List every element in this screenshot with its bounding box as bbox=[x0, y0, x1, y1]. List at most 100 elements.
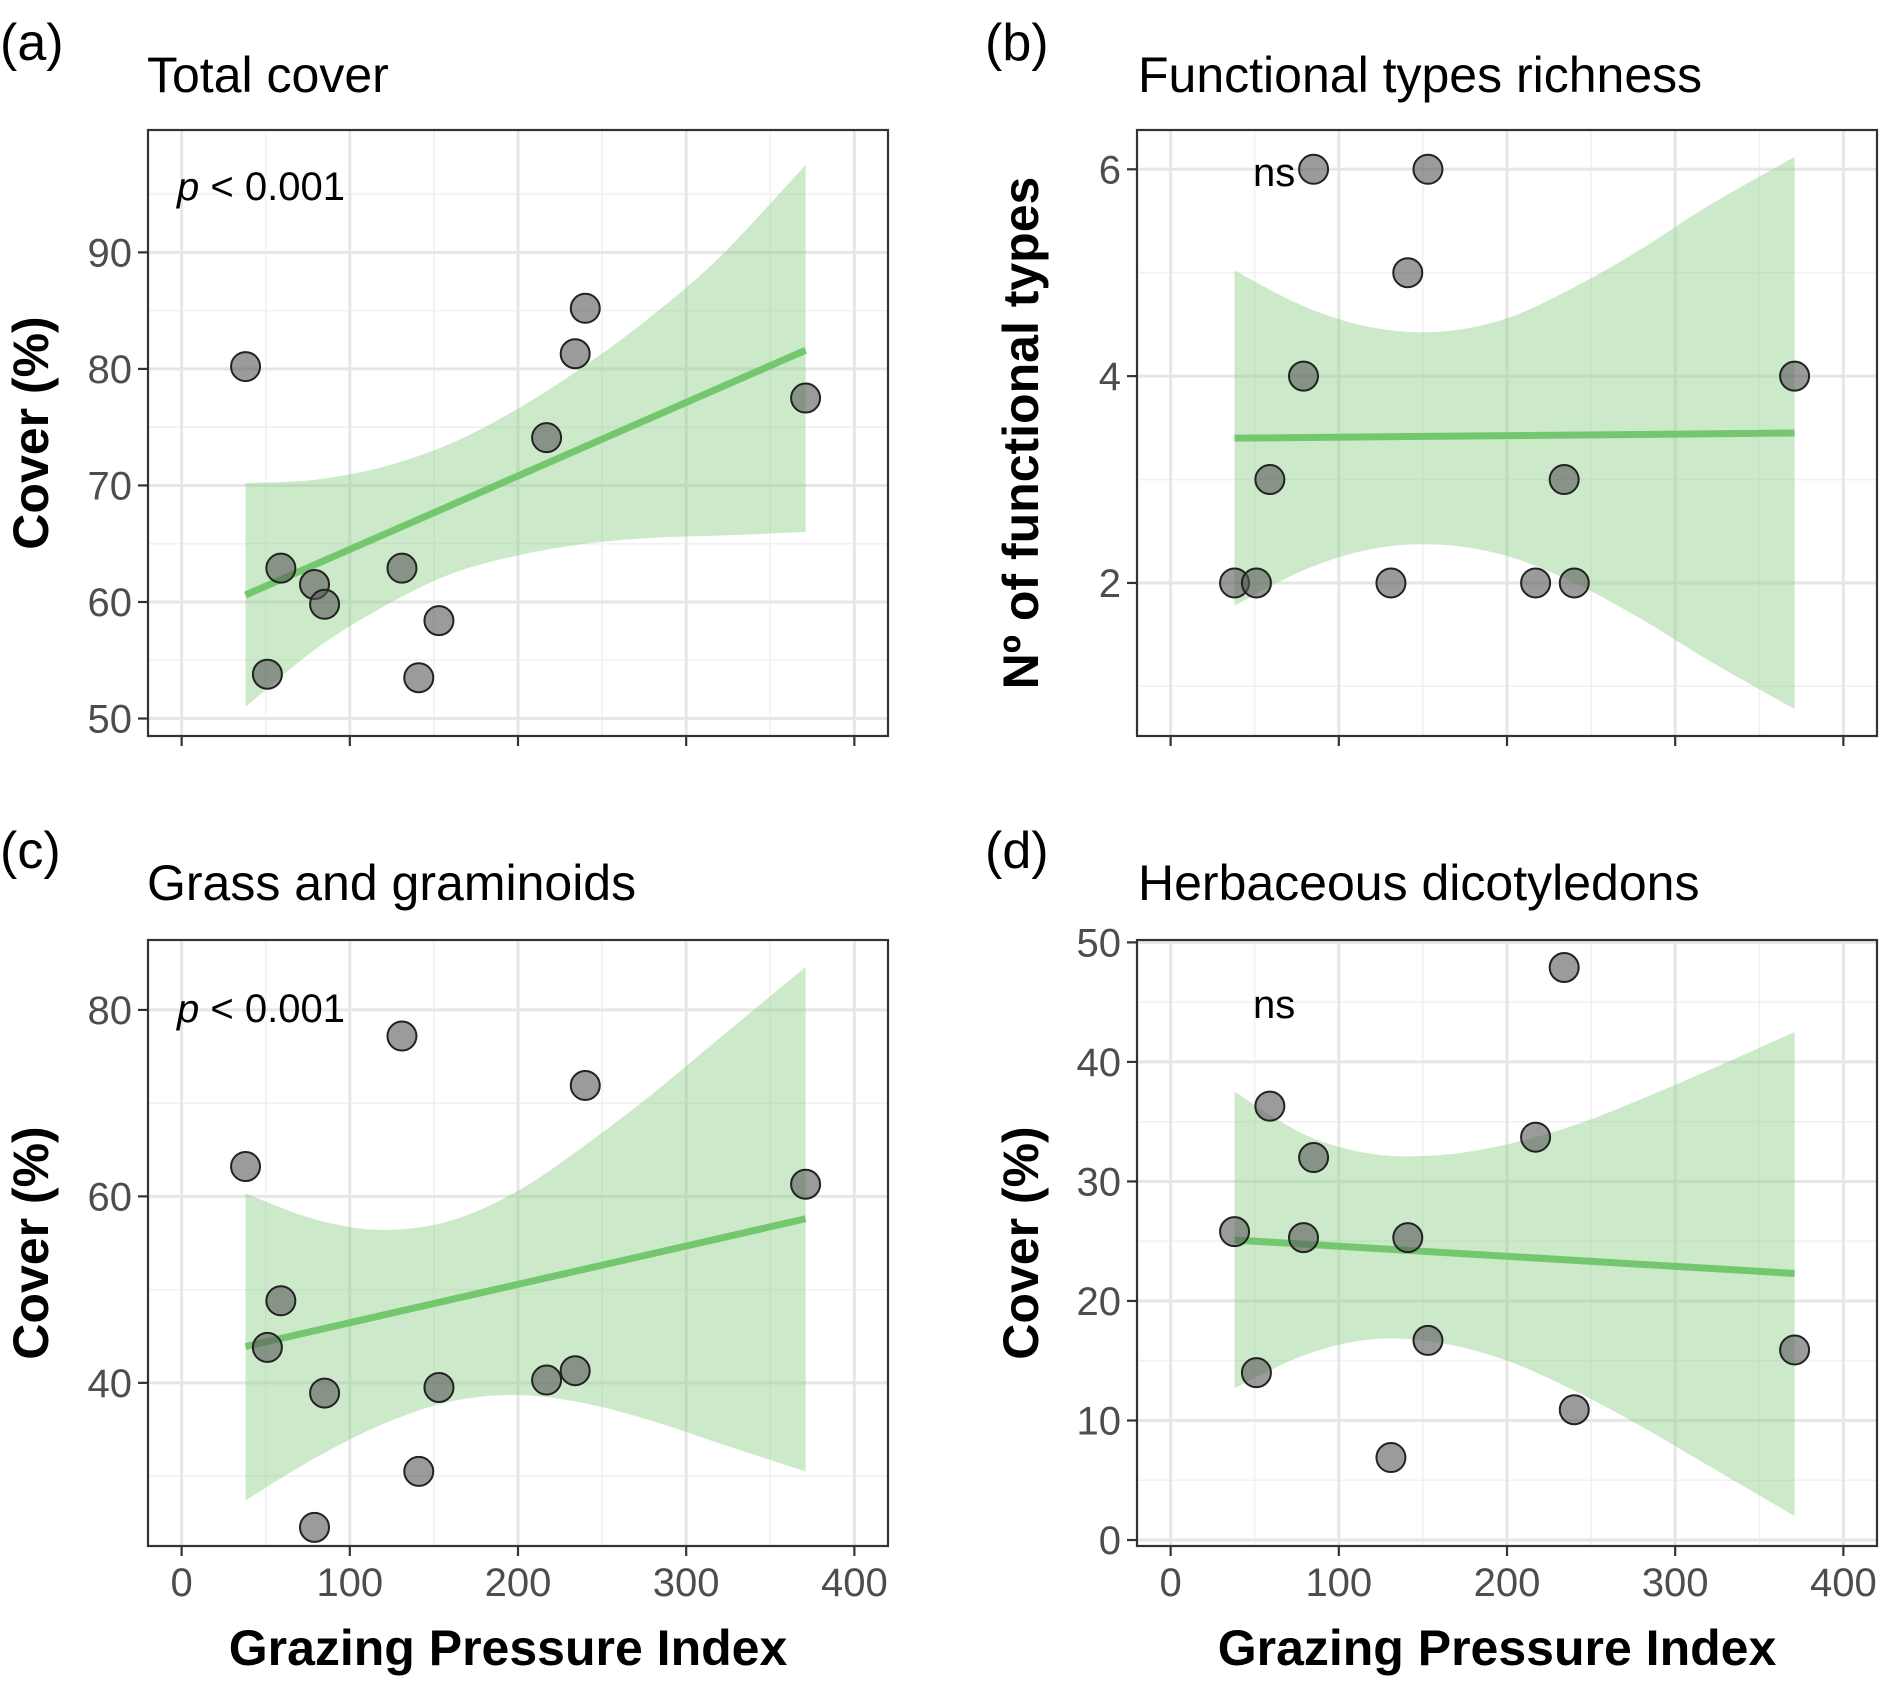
data-point bbox=[1375, 567, 1407, 599]
data-point bbox=[1412, 153, 1444, 185]
data-point bbox=[251, 658, 283, 690]
data-point bbox=[1254, 464, 1286, 496]
y-axis-label: Cover (%) bbox=[3, 1126, 59, 1359]
panel-title: Grass and graminoids bbox=[147, 855, 636, 911]
significance-annotation: ns bbox=[1253, 983, 1295, 1027]
data-point bbox=[309, 588, 341, 620]
x-tick-label: 300 bbox=[1642, 1561, 1709, 1605]
y-tick-label: 40 bbox=[1077, 1041, 1122, 1085]
data-point bbox=[230, 351, 262, 383]
y-tick-label: 20 bbox=[1077, 1280, 1122, 1324]
x-tick-label: 400 bbox=[821, 1561, 888, 1605]
y-axis-label: Nº of functional types bbox=[993, 177, 1049, 690]
y-tick-label: 10 bbox=[1077, 1399, 1122, 1443]
data-point bbox=[1558, 567, 1590, 599]
data-point bbox=[309, 1377, 341, 1409]
data-point bbox=[1779, 1334, 1811, 1366]
panel-letter: (c) bbox=[0, 822, 61, 880]
data-point bbox=[1254, 1090, 1286, 1122]
data-point bbox=[1240, 1357, 1272, 1389]
annotation-italic: p bbox=[176, 165, 199, 209]
data-point bbox=[230, 1151, 262, 1183]
panel-c: 0 100 200 300 400 40 60 80 (c) Grass and graminoi… bbox=[0, 822, 890, 1676]
x-tick-label: 200 bbox=[485, 1561, 552, 1605]
regression-line bbox=[1234, 429, 1795, 442]
y-axis-label: Cover (%) bbox=[993, 1126, 1049, 1359]
data-point bbox=[251, 1331, 283, 1363]
x-tick-label: 300 bbox=[653, 1561, 720, 1605]
y-tick-label: 80 bbox=[88, 348, 133, 392]
data-point bbox=[1392, 1222, 1424, 1254]
data-point bbox=[790, 1168, 822, 1200]
data-point bbox=[1548, 951, 1580, 983]
data-point bbox=[559, 1355, 591, 1387]
data-point bbox=[265, 552, 297, 584]
data-point bbox=[1520, 1121, 1552, 1153]
panel-a: 50 60 70 80 90 (a) Total cover Cover (%) p < 0.0… bbox=[0, 14, 890, 746]
regression-line bbox=[244, 1215, 807, 1350]
significance-annotation: ns bbox=[1253, 151, 1295, 195]
data-point bbox=[1412, 1324, 1444, 1356]
x-tick-label: 0 bbox=[1160, 1561, 1182, 1605]
x-tick-label: 100 bbox=[316, 1561, 383, 1605]
data-point bbox=[1375, 1442, 1407, 1474]
data-point bbox=[1779, 360, 1811, 392]
significance-annotation: p < 0.001 bbox=[176, 165, 345, 209]
data-point bbox=[1240, 567, 1272, 599]
y-tick-label: 70 bbox=[88, 464, 133, 508]
data-points bbox=[1219, 951, 1811, 1474]
y-tick-label: 60 bbox=[88, 1175, 133, 1219]
data-point bbox=[790, 382, 822, 414]
data-point bbox=[1219, 1216, 1251, 1248]
annotation-text: ns bbox=[1253, 151, 1295, 195]
y-tick-label: 2 bbox=[1099, 562, 1121, 606]
panel-d: 0 100 200 300 400 0 10 20 30 40 50 (d) Herbaceous di… bbox=[985, 822, 1879, 1676]
data-point bbox=[423, 1372, 455, 1404]
confidence-ribbon bbox=[245, 967, 806, 1501]
data-point bbox=[1392, 257, 1424, 289]
panel-title: Total cover bbox=[147, 47, 389, 103]
significance-annotation: p < 0.001 bbox=[176, 987, 345, 1031]
x-axis-label: Grazing Pressure Index bbox=[1218, 1620, 1777, 1676]
annotation-text: < 0.001 bbox=[199, 987, 345, 1031]
data-point bbox=[1288, 1222, 1319, 1254]
y-tick-label: 30 bbox=[1077, 1160, 1122, 1204]
x-tick-label: 400 bbox=[1810, 1561, 1877, 1605]
y-axis-label: Cover (%) bbox=[3, 316, 59, 549]
annotation-text: ns bbox=[1253, 983, 1295, 1027]
gridlines bbox=[1137, 940, 1877, 1546]
y-tick-label: 0 bbox=[1099, 1519, 1121, 1563]
data-point bbox=[531, 1364, 563, 1396]
panel-title: Functional types richness bbox=[1138, 47, 1702, 103]
data-points bbox=[230, 1020, 822, 1543]
data-point bbox=[403, 662, 435, 694]
y-tick-label: 60 bbox=[88, 581, 133, 625]
y-tick-label: 4 bbox=[1099, 355, 1121, 399]
x-tick-label: 0 bbox=[171, 1561, 193, 1605]
data-points bbox=[1219, 153, 1811, 599]
data-point bbox=[1558, 1394, 1590, 1426]
gridlines bbox=[148, 940, 888, 1546]
data-point bbox=[423, 605, 455, 637]
panel-letter: (a) bbox=[0, 14, 64, 72]
x-axis-label: Grazing Pressure Index bbox=[229, 1620, 788, 1676]
data-point bbox=[559, 338, 591, 370]
confidence-ribbon bbox=[1234, 1032, 1795, 1517]
panel-letter: (b) bbox=[985, 14, 1049, 72]
annotation-italic: p bbox=[176, 987, 199, 1031]
data-point bbox=[386, 552, 418, 584]
data-point bbox=[1298, 153, 1330, 185]
x-tick-label: 200 bbox=[1474, 1561, 1541, 1605]
data-point bbox=[1548, 464, 1580, 496]
x-tick-label: 100 bbox=[1305, 1561, 1372, 1605]
y-tick-label: 6 bbox=[1099, 148, 1121, 192]
y-tick-label: 50 bbox=[1077, 921, 1122, 965]
data-point bbox=[1520, 567, 1552, 599]
regression-line bbox=[1234, 1236, 1795, 1277]
confidence-ribbon bbox=[245, 164, 806, 707]
y-tick-label: 50 bbox=[88, 698, 133, 742]
data-point bbox=[386, 1020, 418, 1052]
data-point bbox=[569, 1069, 601, 1101]
data-point bbox=[265, 1285, 297, 1317]
